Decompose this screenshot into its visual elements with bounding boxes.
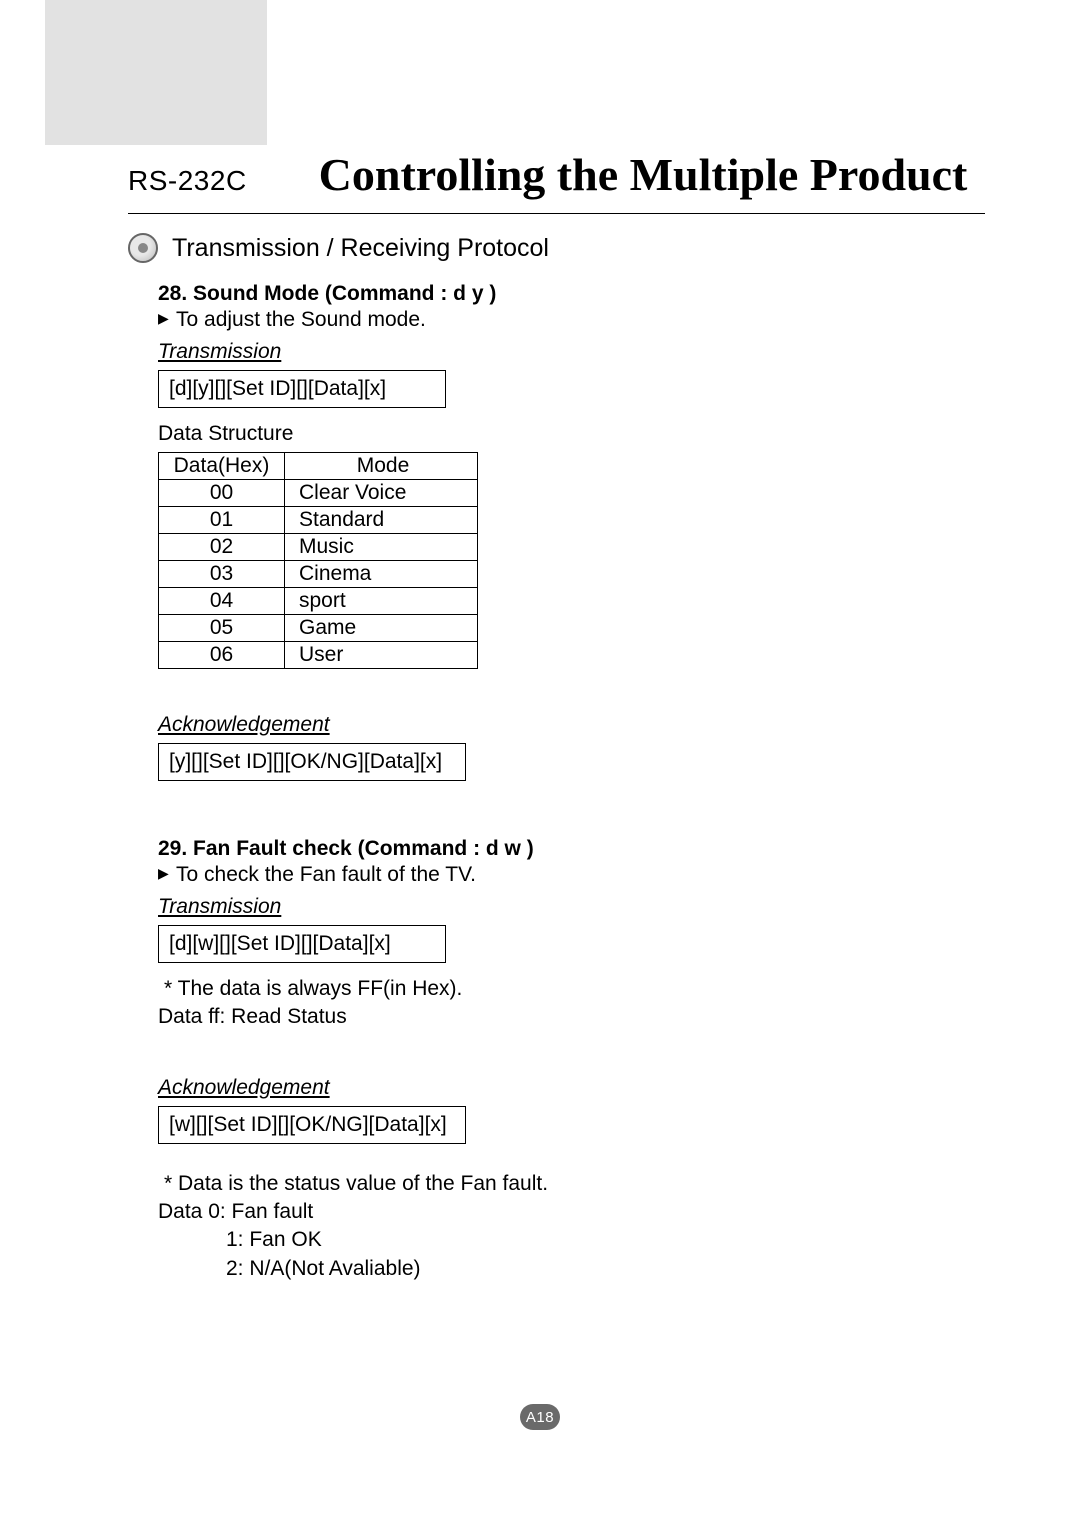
table-row: 06User [159,642,478,669]
cmd28-ack-label: Acknowledgement [158,713,858,737]
cmd29-transmission-code: [d][w][][Set ID][][Data][x] [158,925,446,963]
note1b: Data ff: Read Status [158,1005,347,1028]
note1a: * The data is always FF(in Hex). [164,977,462,1000]
table-row: 04sport [159,588,478,615]
page-title-row: RS-232C Controlling the Multiple Product [128,148,985,214]
cmd28-data-structure-label: Data Structure [158,422,858,446]
table-row: 02Music [159,534,478,561]
content-area: 28. Sound Mode (Command : d y ) To adjus… [158,282,858,1283]
note2a: * Data is the status value of the Fan fa… [164,1172,548,1195]
cmd29-title: 29. Fan Fault check (Command : d w ) [158,837,858,861]
note2d: 2: N/A(Not Avaliable) [158,1257,421,1280]
col-header-data: Data(Hex) [159,453,285,480]
cmd28-desc: To adjust the Sound mode. [176,308,858,332]
cmd28-title: 28. Sound Mode (Command : d y ) [158,282,858,306]
table-row: 05Game [159,615,478,642]
table-row: 03Cinema [159,561,478,588]
cmd28-transmission-label: Transmission [158,340,858,364]
cmd29-desc: To check the Fan fault of the TV. [176,863,858,887]
table-header-row: Data(Hex) Mode [159,453,478,480]
table-row: 01Standard [159,507,478,534]
page-title: Controlling the Multiple Product [319,148,968,201]
cmd29-ack-code: [w][][Set ID][][OK/NG][Data][x] [158,1106,466,1144]
title-prefix: RS-232C [128,165,247,197]
section-title: Transmission / Receiving Protocol [172,234,549,263]
cmd28-ack-code: [y][][Set ID][][OK/NG][Data][x] [158,743,466,781]
cmd28-transmission-code: [d][y][][Set ID][][Data][x] [158,370,446,408]
cmd29-note2: * Data is the status value of the Fan fa… [158,1170,858,1283]
note2b: Data 0: Fan fault [158,1200,313,1223]
page-number-badge: A18 [520,1404,560,1430]
section-header: Transmission / Receiving Protocol [128,233,549,263]
left-margin-block [45,0,267,145]
col-header-mode: Mode [285,453,478,480]
table-row: 00Clear Voice [159,480,478,507]
cmd29-ack-label: Acknowledgement [158,1076,858,1100]
cmd29-note1: * The data is always FF(in Hex). Data ff… [158,975,858,1032]
note2c: 1: Fan OK [158,1228,322,1251]
bullet-icon [128,233,158,263]
sound-mode-table: Data(Hex) Mode 00Clear Voice 01Standard … [158,452,478,669]
cmd29-transmission-label: Transmission [158,895,858,919]
